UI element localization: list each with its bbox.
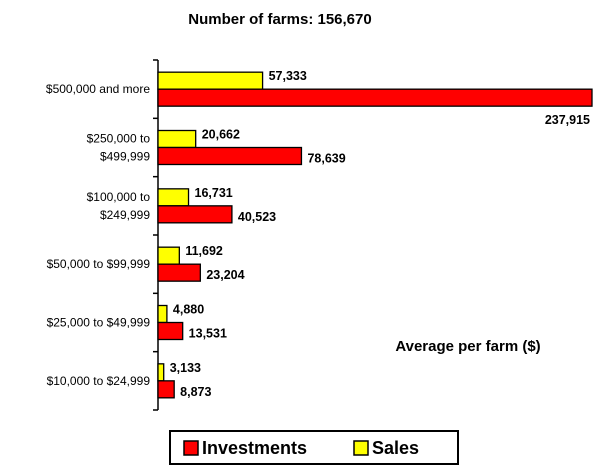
- legend-swatch-investments: [183, 440, 199, 456]
- bar-sales: [157, 363, 165, 382]
- category-labels: $500,000 and more $250,000 to $499,999 $100…: [46, 82, 150, 388]
- data-label-investments: 237,915: [545, 113, 590, 127]
- y-axis: [153, 59, 159, 411]
- category-label: $250,000 to: [87, 132, 151, 146]
- legend-label-investments: Investments: [202, 438, 307, 458]
- data-label-sales: 3,133: [170, 361, 201, 375]
- bar-investments: [157, 146, 303, 166]
- bars: [157, 71, 593, 399]
- data-label-investments: 23,204: [206, 268, 244, 282]
- bar-investments: [157, 88, 593, 107]
- data-label-investments: 40,523: [238, 210, 276, 224]
- bar-sales: [157, 304, 168, 324]
- category-label: $500,000 and more: [46, 82, 150, 96]
- legend-swatch-sales: [353, 440, 369, 456]
- bar-sales: [157, 71, 264, 90]
- data-label-sales: 4,880: [173, 303, 204, 317]
- legend-box: [169, 430, 459, 465]
- bar-sales: [157, 188, 190, 207]
- category-label: $25,000 to $49,999: [47, 316, 151, 330]
- annotation-text: Average per farm ($): [395, 338, 540, 355]
- bar-investments: [157, 263, 201, 282]
- category-label: $100,000 to: [87, 190, 151, 204]
- category-label: $249,999: [100, 208, 150, 222]
- data-labels: 57,333 237,915 20,662 78,639 16,731 40,523 11,…: [170, 69, 590, 399]
- data-label-sales: 11,692: [185, 244, 223, 258]
- bar-investments: [157, 380, 175, 399]
- bar-sales: [157, 246, 180, 265]
- bar-investments: [157, 205, 233, 224]
- bar-sales: [157, 129, 197, 149]
- category-label: $499,999: [100, 150, 150, 164]
- data-label-sales: 16,731: [195, 186, 233, 200]
- legend: Investments Sales: [169, 430, 459, 465]
- category-label: $10,000 to $24,999: [47, 374, 151, 388]
- legend-label-sales: Sales: [372, 438, 419, 458]
- data-label-sales: 57,333: [269, 69, 307, 83]
- bar-investments: [157, 321, 184, 341]
- category-label: $50,000 to $99,999: [47, 257, 151, 271]
- data-label-investments: 13,531: [189, 327, 227, 341]
- data-label-investments: 78,639: [307, 152, 345, 166]
- data-label-sales: 20,662: [202, 128, 240, 142]
- data-label-investments: 8,873: [180, 385, 211, 399]
- chart-title: Number of farms: 156,670: [188, 11, 371, 28]
